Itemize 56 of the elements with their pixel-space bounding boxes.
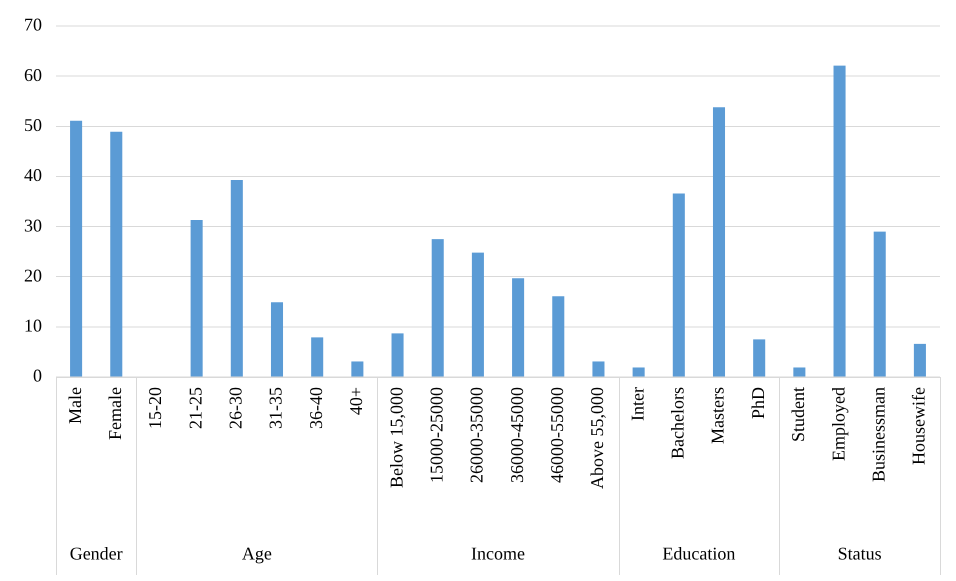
x-tick-label: 26-30 [226, 387, 246, 429]
x-tick-label: Housewife [908, 386, 929, 465]
bar [672, 193, 685, 376]
x-tick-label: 21-25 [185, 387, 206, 429]
bar [311, 337, 324, 376]
x-tick-label: Businessman [868, 387, 888, 482]
bar [190, 220, 203, 376]
x-tick-label: PhD [748, 387, 768, 420]
text: Status [838, 544, 882, 564]
text: Income [471, 544, 525, 564]
text: Age [242, 544, 272, 564]
bar [110, 132, 122, 376]
bar [70, 120, 82, 376]
x-tick-label: Below 15,000 [386, 387, 406, 488]
text: Education [662, 544, 736, 564]
bar [552, 296, 564, 376]
x-tick-label: 46000-55000 [547, 387, 568, 483]
y-tick-label: 50 [24, 115, 42, 136]
bar [793, 367, 806, 376]
x-tick-label: 15000-25000 [426, 387, 446, 483]
bar [632, 367, 645, 376]
bar [753, 339, 766, 376]
bar [834, 66, 846, 376]
y-tick-label: 20 [24, 265, 42, 286]
bar [392, 333, 404, 376]
x-tick-label: 36-40 [306, 387, 326, 429]
x-tick-label: Masters [708, 387, 728, 444]
y-tick-label: 0 [33, 366, 42, 386]
bar [230, 180, 243, 376]
bar [512, 278, 524, 376]
x-tick-label: 31-35 [266, 387, 286, 429]
x-tick-label: 15-20 [145, 387, 166, 429]
y-tick-label: 40 [24, 165, 42, 186]
y-tick-label: 70 [24, 14, 42, 35]
bar [351, 361, 364, 376]
x-tick-label: Student [788, 387, 808, 442]
x-tick-label: Female [105, 386, 126, 440]
bar [270, 302, 284, 376]
x-tick-label: Employed [828, 387, 848, 461]
x-tick-label: Inter [627, 387, 648, 421]
y-tick-label: 60 [24, 64, 42, 85]
bar [432, 239, 444, 376]
x-tick-label: Bachelors [668, 387, 688, 459]
bar [874, 232, 886, 376]
x-tick-label: Male [64, 386, 85, 424]
bar [472, 252, 484, 376]
bar [592, 361, 604, 376]
bar [712, 107, 726, 376]
x-tick-label: 36000-45000 [506, 387, 527, 483]
x-tick-label: Above 55,000 [587, 387, 608, 489]
bar [914, 344, 926, 376]
text: Gender [70, 544, 123, 564]
x-tick-label: 40+ [346, 387, 366, 416]
y-tick-label: 30 [24, 215, 42, 236]
x-tick-label: 26000-35000 [466, 387, 487, 483]
y-tick-label: 10 [24, 316, 42, 336]
